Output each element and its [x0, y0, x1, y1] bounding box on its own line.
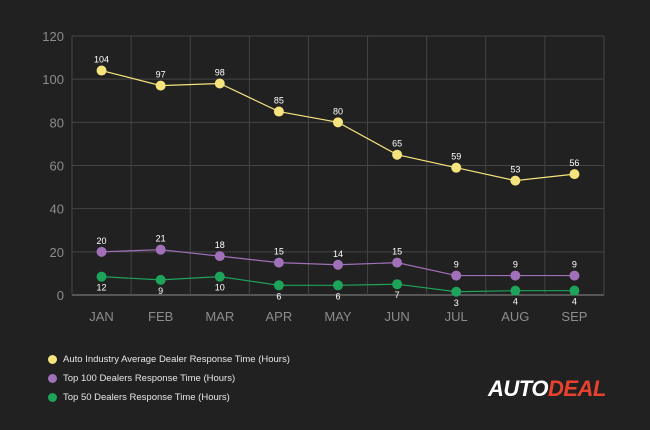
x-tick-label: AUG	[501, 309, 529, 324]
y-tick-label: 0	[57, 288, 64, 303]
data-label: 12	[97, 283, 107, 293]
data-point	[392, 279, 403, 290]
y-tick-label: 100	[42, 72, 64, 87]
y-tick-label: 120	[42, 29, 64, 44]
data-label: 3	[454, 298, 459, 308]
autodeal-logo: AUTODEAL	[488, 376, 606, 402]
x-tick-label: APR	[266, 309, 293, 324]
x-tick-label: SEP	[561, 309, 587, 324]
data-label: 20	[97, 236, 107, 246]
data-label: 10	[215, 283, 225, 293]
data-point	[273, 257, 284, 268]
data-label: 9	[454, 260, 459, 270]
data-point	[569, 285, 580, 296]
data-label: 85	[274, 96, 284, 106]
data-label: 18	[215, 240, 225, 250]
x-tick-label: MAR	[205, 309, 234, 324]
data-point	[214, 78, 225, 89]
x-tick-label: JUN	[384, 309, 409, 324]
data-label: 97	[156, 70, 166, 80]
data-label: 56	[569, 158, 579, 168]
legend-label-top100: Top 100 Dealers Response Time (Hours)	[63, 373, 236, 384]
x-tick-label: JAN	[89, 309, 114, 324]
data-point	[451, 270, 462, 281]
data-label: 9	[572, 260, 577, 270]
legend-item-top50: Top 50 Dealers Response Time (Hours)	[48, 388, 290, 407]
data-point	[214, 271, 225, 282]
data-label: 53	[510, 165, 520, 175]
data-point	[569, 270, 580, 281]
data-point	[510, 285, 521, 296]
logo-part-auto: AUTO	[488, 376, 548, 401]
data-label: 9	[158, 286, 163, 296]
data-label: 98	[215, 67, 225, 77]
data-point	[273, 280, 284, 291]
legend-swatch-top50	[48, 393, 57, 402]
legend-label-top50: Top 50 Dealers Response Time (Hours)	[63, 392, 230, 403]
data-label: 9	[513, 260, 518, 270]
legend-item-industry: Auto Industry Average Dealer Response Ti…	[48, 350, 290, 369]
data-point	[569, 169, 580, 180]
data-point	[333, 259, 343, 270]
data-point	[96, 246, 107, 257]
data-point	[392, 149, 403, 160]
data-label: 59	[451, 152, 461, 162]
y-tick-label: 60	[50, 159, 64, 174]
data-label: 15	[392, 247, 402, 257]
legend-item-top100: Top 100 Dealers Response Time (Hours)	[48, 369, 290, 388]
data-label: 6	[276, 291, 281, 301]
data-label: 7	[395, 290, 400, 300]
data-label: 4	[513, 297, 518, 307]
x-tick-label: MAY	[324, 309, 352, 324]
data-label: 15	[274, 247, 284, 257]
data-label: 104	[94, 55, 109, 65]
data-point	[392, 257, 403, 268]
logo-part-deal: DEAL	[547, 376, 606, 401]
data-point	[155, 80, 166, 91]
data-point	[333, 117, 343, 128]
data-label: 80	[333, 106, 343, 116]
data-point	[451, 162, 462, 173]
data-label: 65	[392, 139, 402, 149]
data-point	[510, 270, 521, 281]
data-point	[333, 280, 343, 291]
x-tick-label: JUL	[445, 309, 468, 324]
data-label: 21	[156, 234, 166, 244]
legend-swatch-industry	[48, 355, 57, 364]
y-tick-label: 40	[50, 202, 64, 217]
data-point	[273, 106, 284, 117]
data-point	[96, 271, 107, 282]
x-tick-label: FEB	[148, 309, 173, 324]
data-point	[155, 274, 166, 285]
data-label: 4	[572, 297, 577, 307]
data-label: 14	[333, 249, 343, 259]
legend-label-industry: Auto Industry Average Dealer Response Ti…	[63, 354, 290, 365]
data-point	[214, 251, 225, 262]
y-tick-label: 20	[50, 245, 64, 260]
data-label: 6	[335, 291, 340, 301]
data-point	[96, 65, 107, 76]
y-tick-label: 80	[50, 115, 64, 130]
data-point	[510, 175, 521, 186]
data-point	[451, 286, 462, 297]
legend-swatch-top100	[48, 374, 57, 383]
legend: Auto Industry Average Dealer Response Ti…	[48, 350, 290, 407]
data-point	[155, 244, 166, 255]
